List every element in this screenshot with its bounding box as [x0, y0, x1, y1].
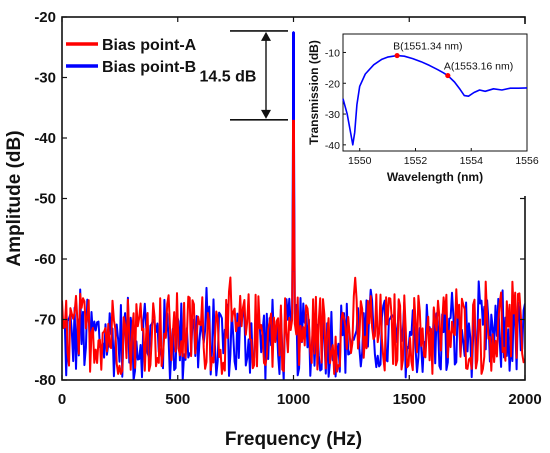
y-tick-label: -70	[34, 312, 56, 329]
inset-y-tick-label: -30	[325, 109, 340, 121]
y-tick-label: -20	[34, 9, 56, 26]
inset-point-a-label: A(1553.16 nm)	[444, 61, 513, 73]
annotation-arrow-head-down	[261, 109, 271, 119]
legend: Bias point-A Bias point-B	[66, 37, 197, 76]
x-tick-label: 2000	[508, 391, 541, 408]
inset-point-b	[394, 52, 400, 59]
inset-x-tick-label: 1554	[460, 155, 484, 167]
x-axis-label: Frequency (Hz)	[225, 429, 362, 450]
inset-x-tick-label: 1550	[348, 155, 372, 167]
inset-x-tick-label: 1556	[515, 155, 539, 167]
x-tick-label: 0	[58, 391, 66, 408]
y-tick-label: -80	[34, 372, 56, 389]
inset-y-tick-label: -20	[325, 78, 340, 90]
legend-label: Bias point-A	[102, 37, 197, 54]
y-tick-label: -60	[34, 251, 56, 268]
inset-x-tick-label: 1552	[404, 155, 428, 167]
inset-point-a	[445, 72, 451, 79]
y-tick-label: -30	[34, 70, 56, 87]
y-tick-label: -40	[34, 130, 56, 147]
inset-y-tick-label: -10	[325, 47, 340, 59]
inset-series-line	[342, 54, 528, 146]
inset-transmission-plot: B(1551.34 nm) A(1553.16 nm) 1550 1552 1554 15…	[297, 24, 539, 196]
x-tick-label: 1000	[277, 391, 310, 408]
y-tick-label: -50	[34, 191, 56, 208]
inset-y-axis-label: Transmission (dB)	[307, 40, 321, 145]
annotation-arrow-head-up	[261, 31, 271, 41]
annotation-label: 14.5 dB	[200, 68, 257, 85]
inset-x-axis-label: Wavelength (nm)	[387, 170, 483, 184]
inset-frame	[342, 33, 528, 152]
legend-label: Bias point-B	[102, 59, 196, 76]
x-tick-label: 500	[165, 391, 190, 408]
series-group	[62, 31, 525, 380]
inset-point-b-label: B(1551.34 nm)	[393, 41, 462, 53]
series-line-bias-point-b	[62, 31, 525, 380]
y-axis-label: Amplitude (dB)	[4, 130, 25, 266]
x-tick-label: 1500	[393, 391, 426, 408]
inset-y-tick-label: -40	[325, 140, 340, 152]
